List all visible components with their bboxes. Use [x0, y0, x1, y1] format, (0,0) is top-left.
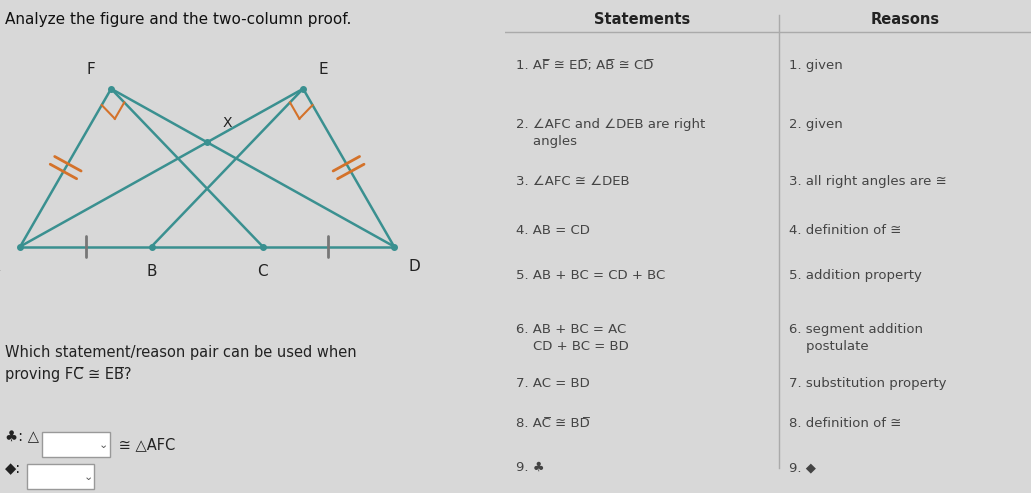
Text: ≅ △AFC: ≅ △AFC [113, 437, 175, 452]
Text: 5. addition property: 5. addition property [789, 269, 922, 282]
Text: ♣: △: ♣: △ [5, 429, 39, 444]
Text: 1. given: 1. given [789, 59, 843, 72]
Text: ⌄: ⌄ [84, 472, 93, 482]
FancyBboxPatch shape [42, 432, 109, 457]
Text: 5. AB + BC = CD + BC: 5. AB + BC = CD + BC [516, 269, 665, 282]
Text: ⌄: ⌄ [99, 440, 108, 450]
Text: 3. all right angles are ≅: 3. all right angles are ≅ [789, 175, 946, 188]
Text: 4. AB = CD: 4. AB = CD [516, 224, 590, 237]
Text: 6. segment addition
    postulate: 6. segment addition postulate [789, 323, 923, 353]
Text: 1. AF̅ ≅ ED̅; AB̅ ≅ CD̅: 1. AF̅ ≅ ED̅; AB̅ ≅ CD̅ [516, 59, 653, 72]
Text: ◆:: ◆: [5, 461, 22, 476]
Text: C: C [258, 264, 268, 279]
Text: Reasons: Reasons [870, 12, 939, 27]
Text: E: E [319, 62, 328, 76]
Text: 3. ∠AFC ≅ ∠DEB: 3. ∠AFC ≅ ∠DEB [516, 175, 629, 188]
Text: 8. definition of ≅: 8. definition of ≅ [789, 417, 901, 429]
FancyBboxPatch shape [27, 464, 95, 489]
Text: 9. ◆: 9. ◆ [789, 461, 817, 474]
Text: Statements: Statements [594, 12, 690, 27]
Text: 4. definition of ≅: 4. definition of ≅ [789, 224, 901, 237]
Text: 2. given: 2. given [789, 118, 843, 131]
Text: Analyze the figure and the two-column proof.: Analyze the figure and the two-column pr… [5, 12, 352, 27]
Text: 7. AC = BD: 7. AC = BD [516, 377, 590, 390]
Text: 8. AC̅ ≅ BD̅: 8. AC̅ ≅ BD̅ [516, 417, 590, 429]
Text: 7. substitution property: 7. substitution property [789, 377, 946, 390]
Text: X: X [223, 115, 232, 130]
Text: D: D [408, 259, 420, 274]
Text: 2. ∠AFC and ∠DEB are right
    angles: 2. ∠AFC and ∠DEB are right angles [516, 118, 705, 148]
Text: Which statement/reason pair can be used when
proving FC̅ ≅ EB̅?: Which statement/reason pair can be used … [5, 345, 357, 382]
Text: 9. ♣: 9. ♣ [516, 461, 544, 474]
Text: F: F [87, 62, 95, 76]
Text: 6. AB + BC = AC
    CD + BC = BD: 6. AB + BC = AC CD + BC = BD [516, 323, 629, 353]
Text: B: B [146, 264, 157, 279]
